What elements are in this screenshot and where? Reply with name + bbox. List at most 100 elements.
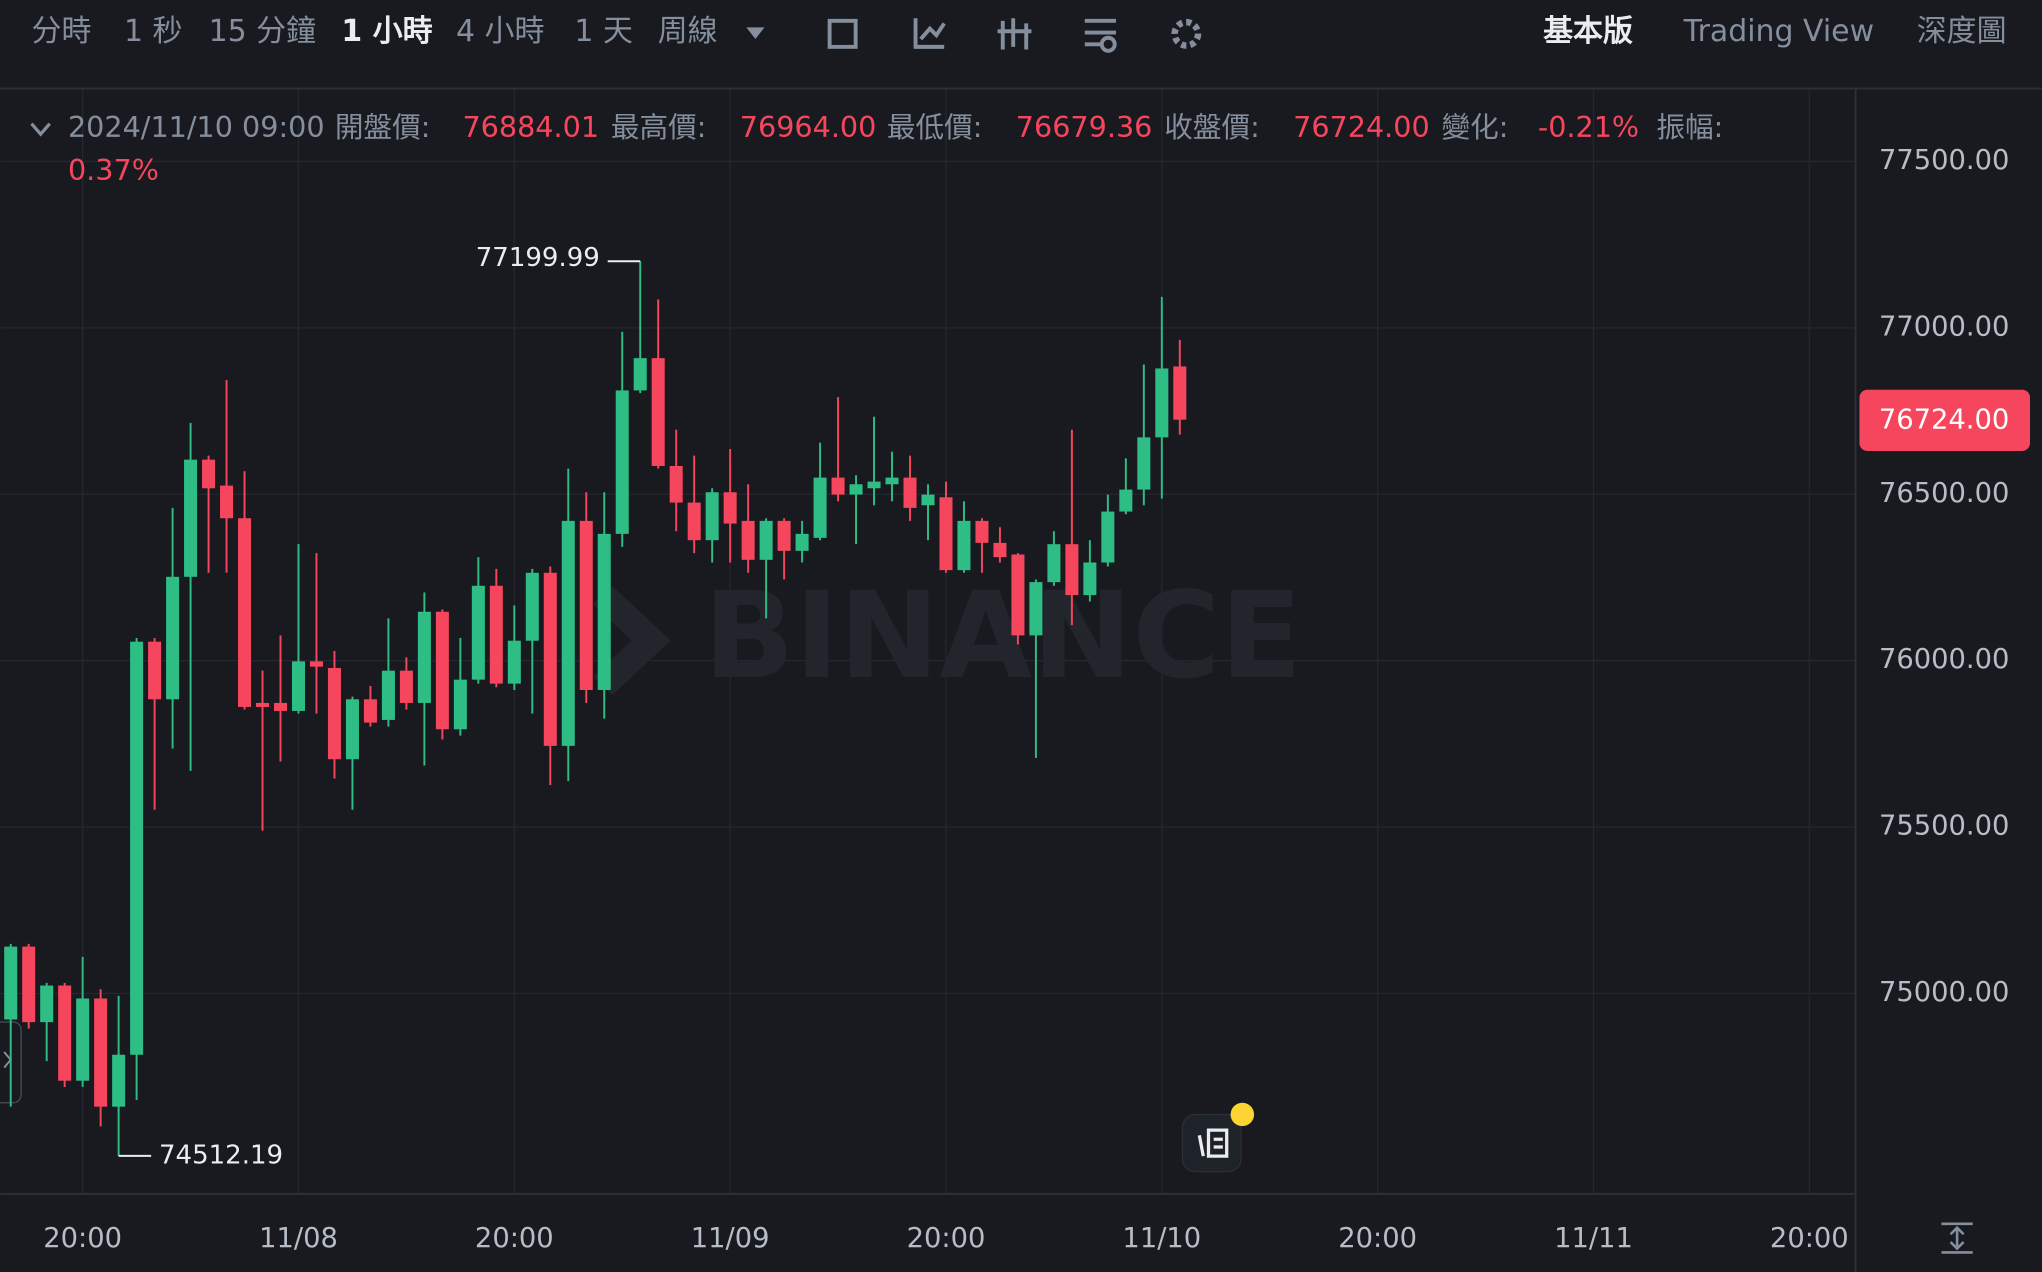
info-label: 變化: [1442, 110, 1509, 144]
info-label: 最高價: [611, 110, 707, 144]
interval-tab[interactable]: 周線 [658, 14, 718, 49]
calendar-icon[interactable] [827, 18, 858, 49]
toolbar-icons [827, 18, 1202, 53]
candle-body [795, 533, 809, 551]
candle-body [130, 641, 144, 1055]
candle-body [957, 520, 971, 571]
candle-body [543, 572, 557, 746]
candle-body [1173, 366, 1187, 420]
y-tick-label: 76000.00 [1879, 644, 2009, 675]
candle-body [759, 520, 773, 560]
candle-body [651, 358, 665, 466]
candle-body [561, 520, 575, 746]
layout-icon[interactable] [1084, 18, 1117, 47]
candle-body [58, 985, 72, 1081]
candle-body [489, 585, 503, 684]
candle-body [435, 611, 449, 730]
candle-body [993, 542, 1007, 558]
interval-tab[interactable]: 分時 [32, 14, 92, 49]
candle-body [166, 576, 180, 700]
candle-icon[interactable] [997, 18, 1032, 50]
interval-tab[interactable]: 4 小時 [456, 14, 544, 49]
candle-body [1029, 582, 1043, 636]
candle-body [273, 702, 288, 711]
collapse-chevron[interactable] [30, 122, 51, 137]
info-label: 開盤價: [335, 110, 431, 144]
view-tab[interactable]: Trading View [1683, 14, 1874, 49]
interval-tab[interactable]: 15 分鐘 [209, 14, 317, 49]
candle-body [381, 670, 395, 720]
candle-body [939, 497, 953, 571]
interval-tab[interactable]: 1 天 [574, 14, 633, 49]
candle-body [291, 661, 305, 711]
x-tick-label: 20:00 [43, 1223, 122, 1254]
candle-body [669, 465, 683, 503]
info-label: 收盤價: [1164, 110, 1260, 144]
info-value: 76724.00 [1293, 110, 1430, 144]
candle-body [309, 661, 323, 667]
candle-body [40, 985, 54, 1023]
watermark: BINANCE [703, 567, 1302, 706]
candle-body [813, 477, 827, 538]
interval-tab[interactable]: 1 秒 [124, 14, 183, 49]
candle-body [921, 494, 935, 506]
candle-body [885, 477, 899, 485]
info-label: 振幅: [1656, 110, 1723, 144]
candle-body [975, 520, 989, 543]
candle-body [220, 485, 234, 519]
float-button[interactable] [1181, 1113, 1242, 1173]
candle-body [94, 998, 108, 1107]
candle-body [184, 459, 198, 577]
dropdown-arrow[interactable] [746, 27, 765, 40]
candle-body [633, 358, 647, 391]
candle-body [777, 520, 791, 551]
y-tick-label: 75500.00 [1879, 811, 2009, 842]
candle-body [579, 520, 593, 690]
candle-body [4, 946, 18, 1020]
candle-body [831, 477, 845, 495]
x-tick-label: 20:00 [1770, 1223, 1849, 1254]
candle-body [741, 520, 755, 560]
candle-body [1047, 544, 1061, 583]
candle-body [687, 502, 701, 541]
candle-body [22, 946, 36, 1023]
candle-body [1119, 489, 1133, 512]
candle-body [202, 459, 216, 489]
candle-body [1101, 511, 1115, 563]
axis-reset-icon[interactable] [1941, 1222, 1973, 1254]
notification-dot [1230, 1102, 1255, 1127]
x-tick-label: 11/09 [691, 1223, 770, 1254]
x-tick-label: 20:00 [475, 1223, 554, 1254]
candle-body [471, 585, 485, 680]
y-tick-label: 75000.00 [1879, 977, 2009, 1008]
candle-body [1155, 368, 1169, 438]
candle-body [345, 699, 359, 760]
view-tab[interactable]: 基本版 [1543, 14, 1633, 49]
candle-body [238, 518, 252, 707]
y-tick-label: 77000.00 [1879, 311, 2009, 342]
interval-tab[interactable]: 1 小時 [341, 14, 432, 49]
candle-body [148, 641, 162, 700]
indicator-icon[interactable] [913, 18, 946, 49]
last-price-label: 76724.00 [1879, 405, 2009, 436]
info-value: 76964.00 [740, 110, 877, 144]
candle-body [1011, 554, 1025, 636]
watermark-logo-shape [592, 585, 671, 696]
candle-body [453, 679, 467, 730]
view-tab[interactable]: 深度圖 [1917, 14, 2007, 49]
candle-body [327, 668, 341, 760]
candle-body [849, 484, 863, 495]
settings-icon[interactable] [1171, 18, 1202, 49]
watermark-logo [592, 585, 671, 696]
candle-body [867, 481, 881, 489]
candle-body [417, 611, 431, 703]
candle-body [597, 533, 611, 690]
x-tick-label: 20:00 [1338, 1223, 1417, 1254]
info-label: 最低價: [887, 110, 983, 144]
x-tick-label: 20:00 [907, 1223, 986, 1254]
x-tick-label: 11/11 [1554, 1223, 1633, 1254]
last-price-tag [1859, 389, 2031, 451]
candle-body [363, 699, 377, 723]
y-tick-label: 76500.00 [1879, 478, 2009, 509]
